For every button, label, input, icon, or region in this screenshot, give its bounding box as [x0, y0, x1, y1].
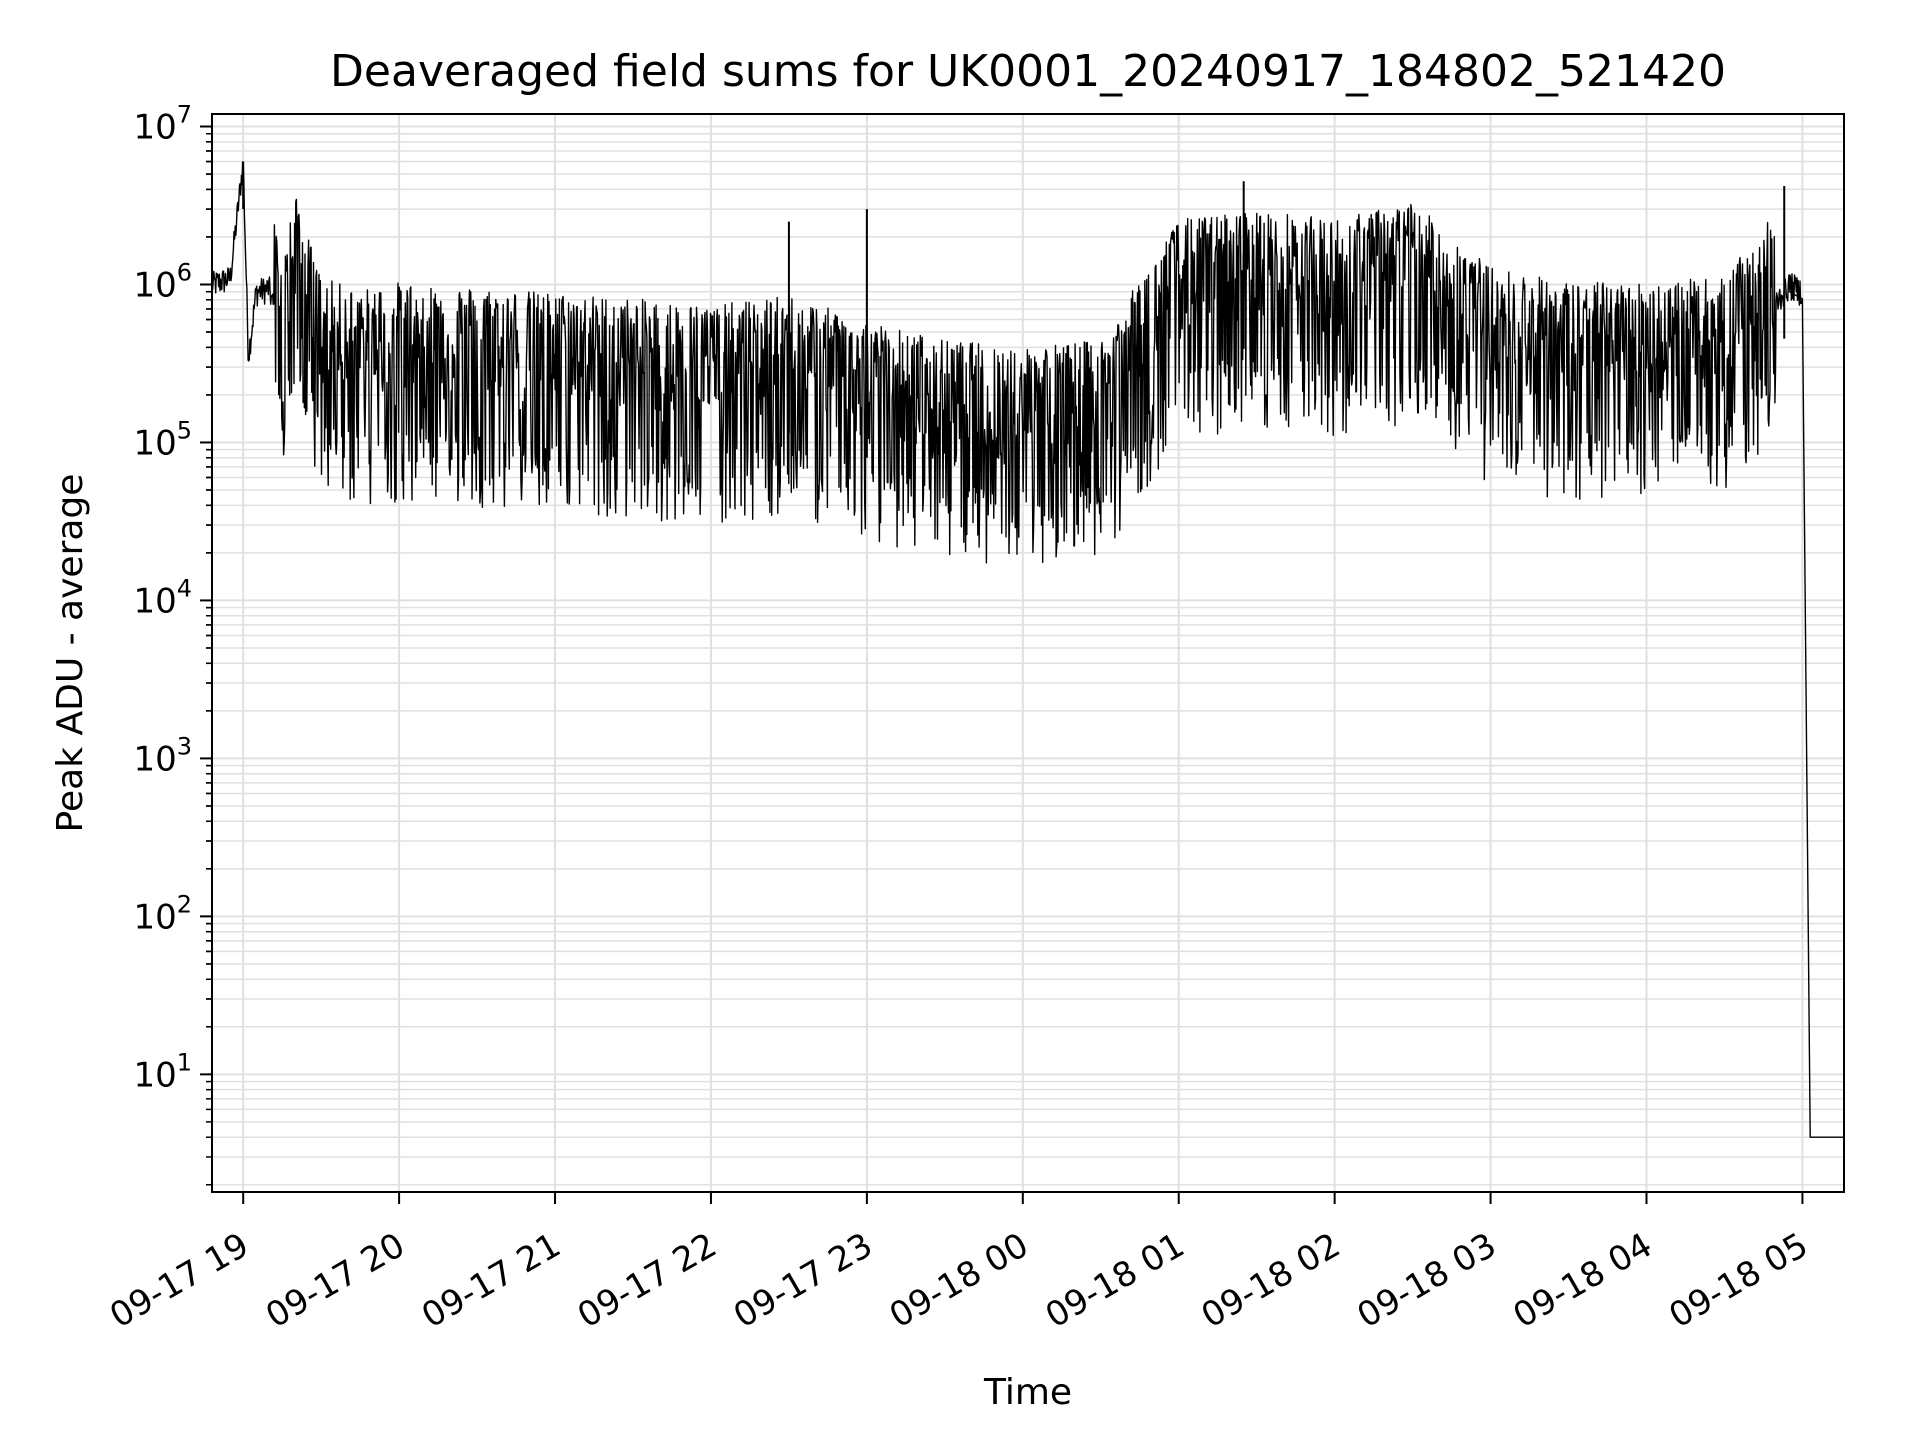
y-tick-label: 103	[133, 732, 192, 779]
y-tick-label: 104	[133, 574, 192, 621]
y-tick-label: 105	[133, 416, 192, 463]
series-group	[211, 161, 1844, 1138]
y-tick-label: 101	[133, 1048, 192, 1095]
y-axis: 101 102 103 104 105 106 107	[133, 101, 212, 1186]
plot-frame	[211, 113, 1845, 1193]
y-tick-label: 102	[133, 890, 192, 937]
series-line	[211, 161, 1844, 1138]
chart-title: Deaveraged field sums for UK0001_2024091…	[330, 46, 1726, 97]
y-tick-label: 106	[133, 258, 192, 305]
y-axis-label: Peak ADU - average	[50, 474, 91, 833]
x-axis-label: Time	[983, 1372, 1072, 1413]
y-tick-label: 107	[133, 101, 192, 148]
